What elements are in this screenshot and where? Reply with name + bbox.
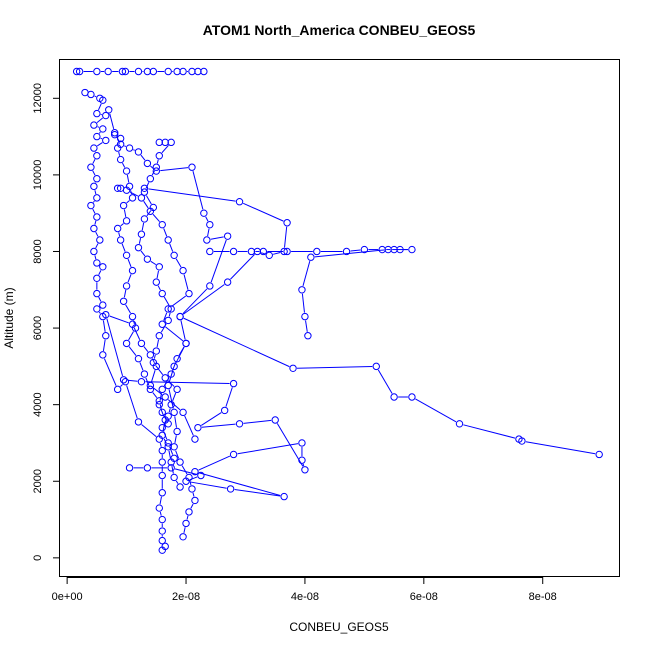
x-tick-label: 4e-08 — [291, 591, 319, 603]
x-tick-label: 8e-08 — [529, 591, 557, 603]
series-line-segment — [95, 96, 97, 97]
x-tick-label: 2e-08 — [172, 591, 200, 603]
series-line-segment — [98, 127, 100, 128]
y-tick-label: 8000 — [32, 239, 44, 263]
series-line-segment — [119, 142, 120, 144]
series-line-segment — [303, 464, 304, 466]
y-tick-label: 10000 — [32, 160, 44, 191]
y-tick-label: 6000 — [32, 316, 44, 340]
series-line-segment — [101, 138, 103, 139]
x-tick-label: 0e+00 — [52, 591, 83, 603]
x-tick-label: 6e-08 — [410, 591, 438, 603]
y-tick-label: 4000 — [32, 392, 44, 416]
chart-title: ATOM1 North_America CONBEU_GEOS5 — [203, 22, 476, 38]
y-tick-label: 0 — [32, 555, 44, 561]
series-line-segment — [124, 146, 126, 147]
y-tick-label: 12000 — [32, 83, 44, 114]
x-axis-label: CONBEU_GEOS5 — [289, 620, 389, 634]
series-line-segment — [133, 150, 135, 151]
y-axis-label: Altitude (m) — [2, 287, 16, 348]
y-tick-label: 2000 — [32, 469, 44, 493]
